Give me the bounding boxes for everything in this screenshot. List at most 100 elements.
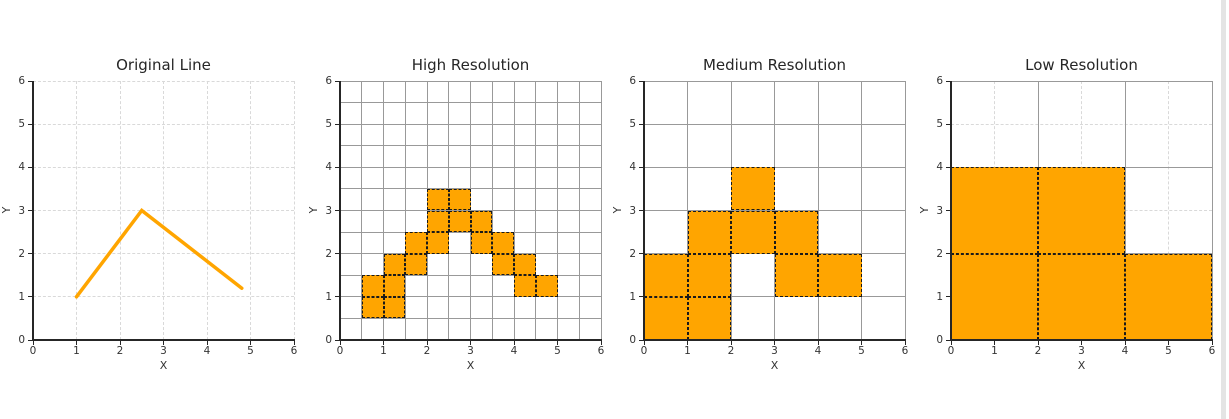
x-tick-mark (339, 341, 341, 345)
x-tick-mark (76, 341, 77, 345)
raster-cell (427, 210, 449, 233)
x-axis-label: X (466, 359, 475, 372)
raster-cell (687, 210, 731, 254)
y-tick-mark (946, 80, 950, 82)
y-tick-mark (946, 253, 950, 255)
y-tick-label: 0 (18, 334, 25, 346)
raster-cell (405, 253, 427, 276)
y-tick-label: 1 (18, 290, 25, 303)
raster-cell (383, 296, 406, 319)
y-tick-label: 2 (325, 247, 332, 260)
gridline-vertical (600, 81, 602, 340)
y-tick-label: 6 (629, 75, 636, 87)
raster-cell (448, 188, 471, 211)
gridline-horizontal (644, 80, 905, 82)
resolution-gridline-vertical (535, 81, 537, 340)
y-tick-mark (639, 253, 643, 255)
y-tick-mark (639, 339, 643, 341)
y-tick-mark (946, 210, 950, 211)
gridline-horizontal (340, 166, 601, 168)
resolution-gridline-vertical (904, 81, 906, 340)
x-tick-mark (163, 341, 164, 345)
raster-cell (951, 167, 1038, 254)
raster-cell (361, 275, 384, 297)
raster-cell (448, 210, 471, 233)
gridline-horizontal (951, 80, 1212, 82)
resolution-gridline-vertical (861, 81, 862, 340)
y-tick-mark (946, 166, 950, 168)
y-tick-label: 4 (18, 161, 25, 174)
x-tick-label: 6 (290, 345, 298, 357)
resolution-gridline-horizontal (340, 102, 601, 104)
x-tick-mark (687, 341, 688, 345)
x-tick-mark (250, 341, 251, 345)
x-tick-mark (293, 341, 295, 345)
y-axis-spine (339, 81, 341, 341)
resolution-gridline-vertical (578, 81, 580, 340)
gridline-vertical (513, 81, 515, 340)
x-tick-mark (513, 341, 515, 345)
gridline-horizontal (644, 166, 905, 168)
plot-title: Medium Resolution (702, 56, 847, 74)
y-tick-label: 5 (936, 118, 943, 131)
x-tick-mark (1037, 341, 1039, 345)
raster-cell (427, 188, 449, 211)
x-tick-label: 3 (467, 345, 474, 357)
raster-cell (644, 253, 688, 297)
x-tick-label: 1 (684, 345, 691, 357)
resolution-gridline-horizontal (340, 123, 601, 125)
x-tick-label: 3 (160, 345, 167, 357)
gridline-vertical (861, 81, 862, 340)
y-tick-mark (946, 123, 950, 125)
plot-area: 0 1 2 3 4 5 6 0 1 2 3 4 5 6 (18, 75, 297, 357)
x-axis-spine (339, 339, 602, 341)
x-tick-mark (206, 341, 208, 345)
x-tick-mark (774, 341, 775, 345)
raster-cell (951, 253, 1038, 340)
plot-area: 0 1 2 3 4 5 6 0 1 2 3 4 5 6 (629, 75, 908, 357)
x-axis-label: X (159, 359, 168, 372)
y-tick-mark (28, 123, 32, 125)
y-tick-mark (28, 166, 32, 168)
y-tick-label: 3 (18, 204, 25, 217)
raster-cell (514, 275, 536, 297)
raster-cell (383, 275, 406, 297)
y-tick-label: 2 (18, 247, 25, 260)
y-tick-mark (639, 210, 643, 211)
x-tick-mark (1168, 341, 1169, 345)
y-tick-mark (639, 123, 643, 125)
plot-area: 0 1 2 3 4 5 6 0 1 2 3 4 5 6 (936, 75, 1215, 357)
x-tick-mark (1081, 341, 1082, 345)
x-tick-mark (426, 341, 428, 345)
x-tick-label: 5 (858, 345, 865, 357)
raster-cell (774, 210, 818, 254)
y-tick-label: 0 (325, 334, 332, 346)
plot-title: High Resolution (411, 56, 530, 74)
x-tick-label: 6 (597, 345, 605, 357)
x-tick-label: 5 (247, 345, 254, 357)
x-tick-label: 0 (29, 345, 37, 357)
x-tick-mark (730, 341, 732, 345)
x-tick-label: 1 (991, 345, 998, 357)
gridline-horizontal (951, 123, 1212, 125)
raster-cell (1038, 167, 1125, 254)
resolution-gridline-horizontal (340, 166, 601, 168)
x-tick-mark (861, 341, 862, 345)
x-axis-spine (32, 339, 295, 341)
x-tick-label: 4 (510, 345, 518, 357)
y-tick-label: 6 (936, 75, 943, 87)
x-tick-label: 2 (727, 345, 735, 357)
y-tick-mark (639, 80, 643, 82)
y-tick-label: 4 (629, 161, 636, 174)
gridline-horizontal (644, 123, 905, 125)
raster-cell (818, 253, 862, 297)
scrollbar-track[interactable] (1221, 0, 1226, 419)
resolution-gridline-horizontal (340, 145, 601, 147)
x-tick-mark (904, 341, 906, 345)
resolution-gridline-horizontal (951, 80, 1212, 82)
line-series (74, 208, 244, 299)
y-tick-mark (335, 123, 339, 125)
y-tick-mark (28, 339, 32, 341)
y-tick-mark (28, 210, 32, 211)
